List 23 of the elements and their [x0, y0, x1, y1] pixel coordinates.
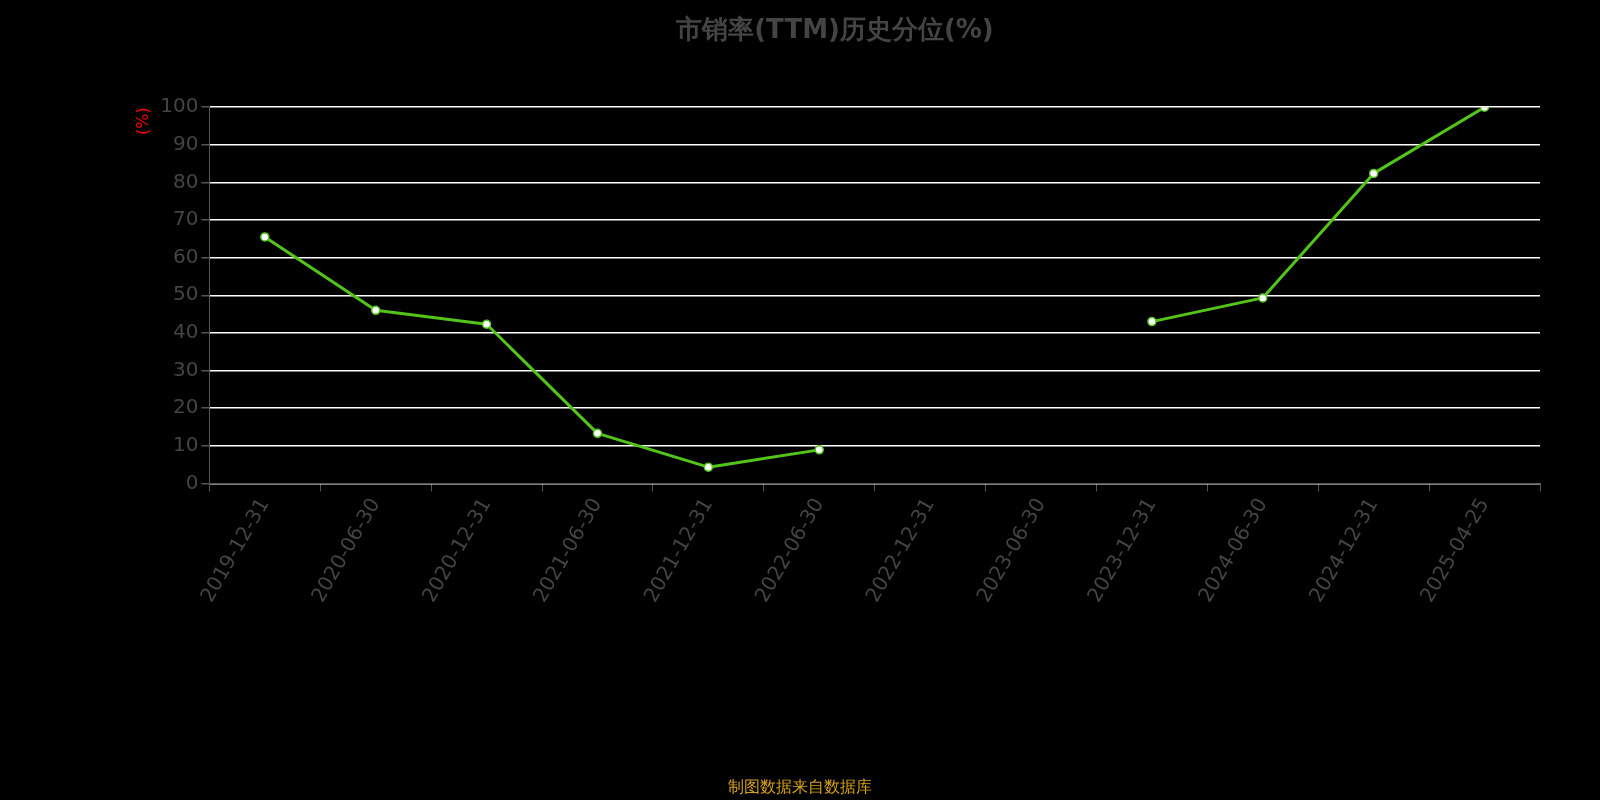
y-tick-label: 70: [172, 206, 199, 231]
chart-title: 市销率(TTM)历史分位(%): [675, 14, 994, 45]
point: [592, 428, 603, 439]
point: [260, 232, 270, 242]
y-tick-label: 20: [172, 394, 199, 419]
y-tick-label: 40: [172, 319, 199, 344]
point: [1258, 293, 1268, 303]
point: [814, 445, 824, 455]
point: [370, 305, 381, 316]
y-tick-label: 50: [172, 281, 199, 306]
text: 制图数据来自数据库: [728, 777, 872, 797]
y-tick-label: 30: [172, 356, 199, 381]
point: [1368, 168, 1379, 179]
y-tick-label: 10: [172, 431, 199, 456]
point: [703, 462, 714, 472]
y-tick-label: 80: [172, 168, 199, 193]
point: [481, 319, 492, 329]
y-axis-title: (%): [132, 107, 152, 135]
y-tick-label: 100: [160, 93, 199, 118]
y-tick-label: 60: [172, 243, 199, 268]
point: [1147, 316, 1157, 327]
y-tick-label: 0: [185, 469, 199, 494]
y-tick-label: 90: [172, 131, 199, 156]
